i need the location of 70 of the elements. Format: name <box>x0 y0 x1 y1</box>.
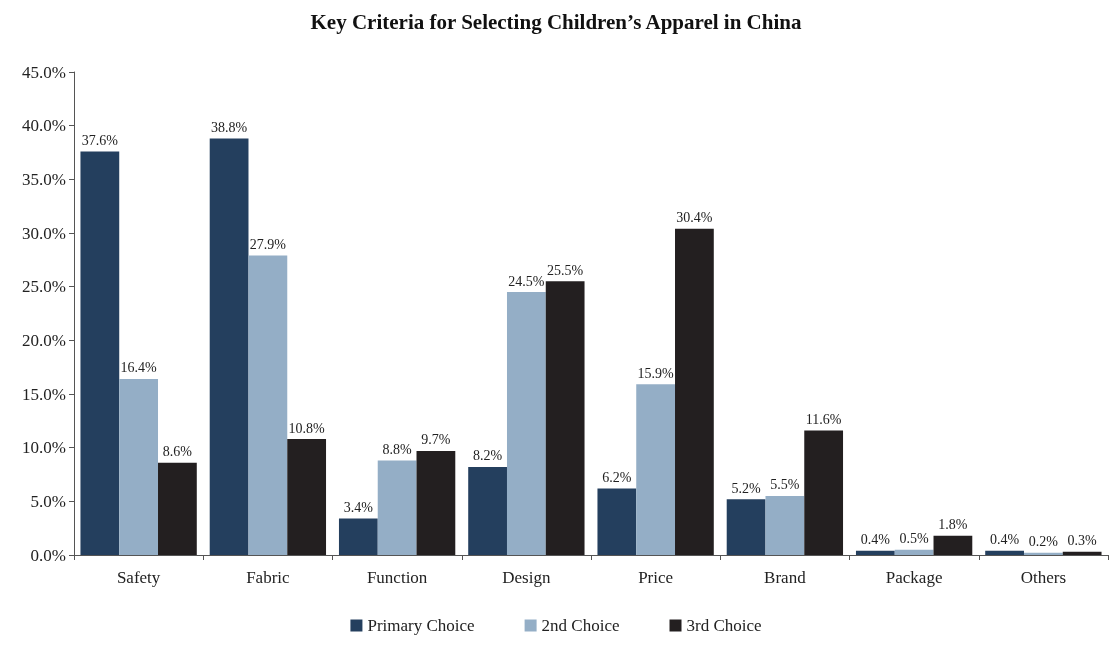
bar <box>287 439 327 555</box>
data-label: 5.5% <box>770 477 800 493</box>
bar <box>506 292 546 555</box>
legend-label: Primary Choice <box>367 616 475 635</box>
bar <box>855 550 895 555</box>
data-label: 24.5% <box>508 273 545 289</box>
legend-label: 2nd Choice <box>541 616 620 635</box>
bar <box>248 255 288 555</box>
data-label: 5.2% <box>731 480 762 496</box>
bar <box>1062 551 1102 555</box>
y-tick-label: 10.0% <box>22 438 66 458</box>
y-tick-label: 40.0% <box>22 116 66 136</box>
chart-title: Key Criteria for Selecting Children’s Apparel in China <box>310 9 802 34</box>
legend-label: 3rd Choice <box>686 616 762 635</box>
data-label: 0.5% <box>899 531 930 547</box>
y-tick-label: 15.0% <box>22 384 66 404</box>
x-tick-label: Package <box>885 568 943 587</box>
data-label: 30.4% <box>676 210 713 226</box>
bar <box>119 378 159 555</box>
y-tick-label: 25.0% <box>22 277 66 297</box>
data-label: 6.2% <box>602 469 632 485</box>
y-tick-label: 20.0% <box>22 330 66 350</box>
bar <box>80 151 120 555</box>
x-tick-label: Others <box>1020 568 1067 587</box>
data-label: 1.8% <box>938 517 968 533</box>
x-tick-label: Design <box>502 568 551 587</box>
bar <box>726 499 766 555</box>
x-tick-label: Safety <box>116 568 161 587</box>
data-label: 0.3% <box>1067 533 1098 549</box>
bar <box>1023 552 1063 555</box>
data-label: 0.4% <box>990 532 1020 548</box>
bar <box>765 495 805 555</box>
bar <box>933 535 973 555</box>
data-label: 15.9% <box>637 365 675 381</box>
bar <box>377 460 417 555</box>
data-label: 27.9% <box>249 237 287 253</box>
bar <box>894 549 934 555</box>
y-tick-label: 5.0% <box>30 491 66 511</box>
bar <box>338 518 378 555</box>
data-label: 0.2% <box>1028 534 1059 550</box>
x-tick-label: Function <box>366 568 428 587</box>
bar <box>597 488 637 555</box>
data-label: 10.8% <box>288 420 326 436</box>
bar <box>545 281 585 555</box>
data-label: 11.6% <box>805 411 842 427</box>
data-label: 0.4% <box>860 532 891 548</box>
data-label: 37.6% <box>81 132 119 148</box>
data-label: 8.8% <box>382 442 413 458</box>
data-label: 16.4% <box>120 360 158 376</box>
data-label: 8.6% <box>162 444 193 460</box>
x-tick-label: Fabric <box>246 568 291 587</box>
bar <box>804 430 844 555</box>
bar <box>985 550 1024 555</box>
x-tick-label: Price <box>638 568 674 587</box>
data-label: 8.2% <box>473 448 503 464</box>
y-tick-label: 35.0% <box>22 169 66 189</box>
bar <box>416 450 456 555</box>
bar <box>468 466 507 555</box>
data-label: 9.7% <box>421 432 451 448</box>
data-label: 3.4% <box>343 500 374 516</box>
bar <box>675 228 714 555</box>
data-label: 38.8% <box>211 120 248 136</box>
data-label: 25.5% <box>547 262 584 278</box>
y-tick-label: 30.0% <box>22 223 66 243</box>
bar <box>636 384 676 555</box>
x-tick-label: Brand <box>764 568 807 587</box>
y-tick-label: 0.0% <box>30 545 66 565</box>
y-tick-label: 45.0% <box>22 62 66 82</box>
bar <box>209 138 249 555</box>
bar <box>158 462 197 555</box>
